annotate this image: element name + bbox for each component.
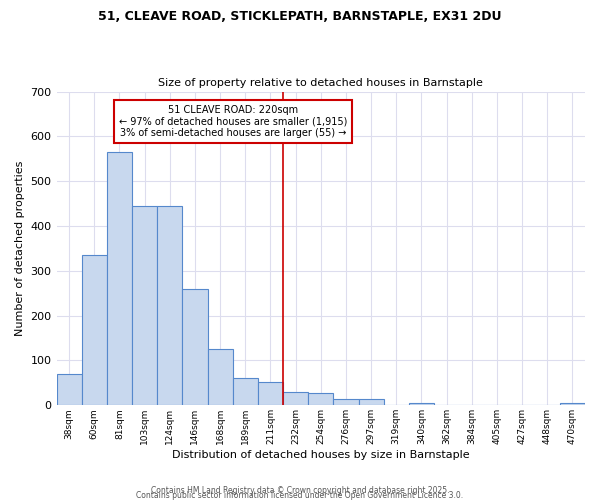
Bar — [233, 378, 258, 406]
Bar — [56, 374, 82, 406]
Bar — [308, 392, 334, 406]
Bar — [283, 392, 308, 406]
Text: 51 CLEAVE ROAD: 220sqm
← 97% of detached houses are smaller (1,915)
3% of semi-d: 51 CLEAVE ROAD: 220sqm ← 97% of detached… — [119, 105, 347, 138]
Bar — [182, 289, 208, 406]
Bar — [409, 403, 434, 406]
Bar — [208, 350, 233, 406]
Bar — [132, 206, 157, 406]
Bar — [560, 403, 585, 406]
Y-axis label: Number of detached properties: Number of detached properties — [15, 160, 25, 336]
Title: Size of property relative to detached houses in Barnstaple: Size of property relative to detached ho… — [158, 78, 483, 88]
Bar — [82, 255, 107, 406]
Bar — [334, 398, 359, 406]
Text: Contains HM Land Registry data © Crown copyright and database right 2025.: Contains HM Land Registry data © Crown c… — [151, 486, 449, 495]
Bar — [258, 382, 283, 406]
Text: 51, CLEAVE ROAD, STICKLEPATH, BARNSTAPLE, EX31 2DU: 51, CLEAVE ROAD, STICKLEPATH, BARNSTAPLE… — [98, 10, 502, 23]
Bar — [359, 398, 383, 406]
Text: Contains public sector information licensed under the Open Government Licence 3.: Contains public sector information licen… — [136, 491, 464, 500]
Bar — [107, 152, 132, 406]
X-axis label: Distribution of detached houses by size in Barnstaple: Distribution of detached houses by size … — [172, 450, 470, 460]
Bar — [157, 206, 182, 406]
